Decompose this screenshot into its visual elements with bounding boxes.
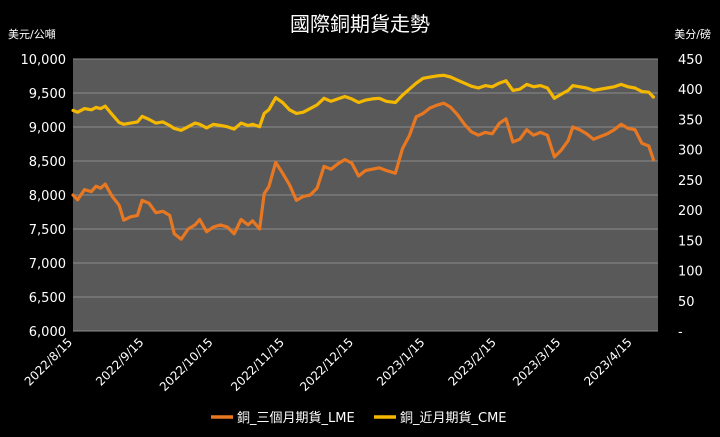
gridlines: [73, 58, 658, 332]
legend-label: 銅_近月期貨_CME: [400, 410, 507, 426]
left-tick-label: 10,000: [21, 53, 67, 68]
x-tick-label: 2023/1/15: [374, 335, 427, 388]
x-tick-label: 2023/3/15: [510, 335, 563, 388]
left-tick-label: 9,500: [29, 87, 66, 102]
left-axis-unit: 美元/公噸: [8, 27, 56, 41]
left-tick-label: 7,000: [29, 257, 66, 272]
x-tick-label: 2022/11/15: [228, 335, 287, 394]
series-line-lme: [71, 101, 655, 241]
series-line-cme: [71, 73, 655, 132]
right-tick-label: 100: [678, 265, 703, 280]
left-tick-label: 9,000: [29, 121, 66, 136]
right-tick-label: 150: [678, 234, 703, 249]
right-axis-ticks: - 50 100 150 200 250 300 350 400 450: [678, 53, 703, 340]
right-tick-label: 300: [678, 144, 703, 159]
left-tick-label: 8,000: [29, 189, 66, 204]
chart-title: 國際銅期貨走勢: [290, 12, 430, 36]
x-tick-label: 2023/2/15: [445, 335, 498, 388]
series-lines: [71, 73, 655, 241]
left-tick-label: 8,500: [29, 155, 66, 170]
right-tick-label: 450: [678, 53, 703, 68]
left-axis-ticks: 6,000 6,500 7,000 7,500 8,000 8,500 9,000 9,500…: [21, 53, 67, 340]
left-tick-label: 6,500: [29, 291, 66, 306]
right-tick-label: 400: [678, 83, 703, 98]
left-tick-label: 6,000: [29, 325, 66, 340]
x-tick-label: 2022/9/15: [93, 335, 146, 388]
left-tick-label: 7,500: [29, 223, 66, 238]
legend-label: 銅_三個月期貨_LME: [237, 410, 355, 426]
right-axis-unit: 美分/磅: [674, 27, 711, 41]
x-tick-label: 2023/4/15: [581, 335, 634, 388]
right-tick-label: 200: [678, 204, 703, 219]
right-tick-label: -: [678, 325, 683, 340]
x-axis-ticks: 2022/8/15 2022/9/15 2022/10/15 2022/11/15 20…: [22, 335, 635, 394]
legend: 銅_三個月期貨_LME 銅_近月期貨_CME: [211, 410, 507, 426]
right-tick-label: 50: [678, 295, 695, 310]
x-tick-label: 2022/12/15: [297, 335, 356, 394]
right-tick-label: 350: [678, 113, 703, 128]
right-tick-label: 250: [678, 174, 703, 189]
x-tick-label: 2022/8/15: [22, 335, 75, 388]
x-tick-label: 2022/10/15: [157, 335, 216, 394]
